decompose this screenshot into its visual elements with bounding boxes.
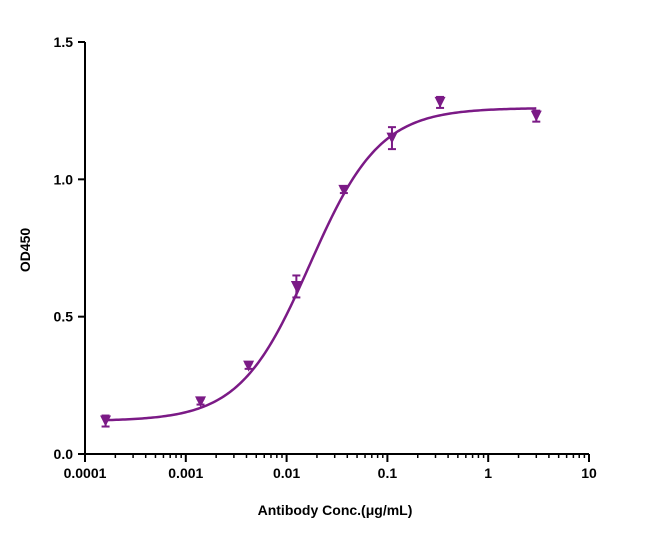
x-tick-label: 1	[484, 465, 492, 481]
x-tick-label: 0.0001	[64, 465, 107, 481]
fit-layer	[105, 107, 537, 422]
data-point	[243, 360, 255, 372]
axes: 0.0 0.5 1.0 1.5 0.0001 0.001 0.01 0.1 1 10	[54, 34, 597, 481]
point-marker	[290, 280, 302, 292]
y-tick-label: 1.0	[54, 171, 74, 187]
data-point	[100, 414, 112, 428]
data-point	[338, 184, 350, 196]
data-point	[290, 274, 302, 299]
y-tick-label: 0.5	[54, 309, 74, 325]
point-marker	[243, 360, 255, 372]
points-layer	[100, 95, 542, 428]
y-axis-title: OD450	[17, 228, 33, 273]
y-tick-label: 1.5	[54, 34, 74, 50]
data-point	[195, 396, 207, 408]
data-point	[530, 109, 542, 123]
x-tick-label: 0.01	[273, 465, 300, 481]
x-axis-title: Antibody Conc.(μg/mL)	[258, 502, 413, 518]
y-tick-label: 0.0	[54, 446, 74, 462]
data-point	[434, 95, 446, 109]
data-point	[386, 126, 398, 151]
x-tick-label: 10	[581, 465, 597, 481]
point-marker	[434, 96, 446, 108]
point-marker	[100, 415, 112, 427]
point-marker	[530, 110, 542, 122]
point-marker	[195, 396, 207, 408]
point-marker	[386, 132, 398, 144]
point-marker	[338, 184, 350, 196]
fit-curve	[105, 107, 537, 422]
x-tick-label: 0.001	[168, 465, 203, 481]
x-tick-label: 0.1	[378, 465, 398, 481]
